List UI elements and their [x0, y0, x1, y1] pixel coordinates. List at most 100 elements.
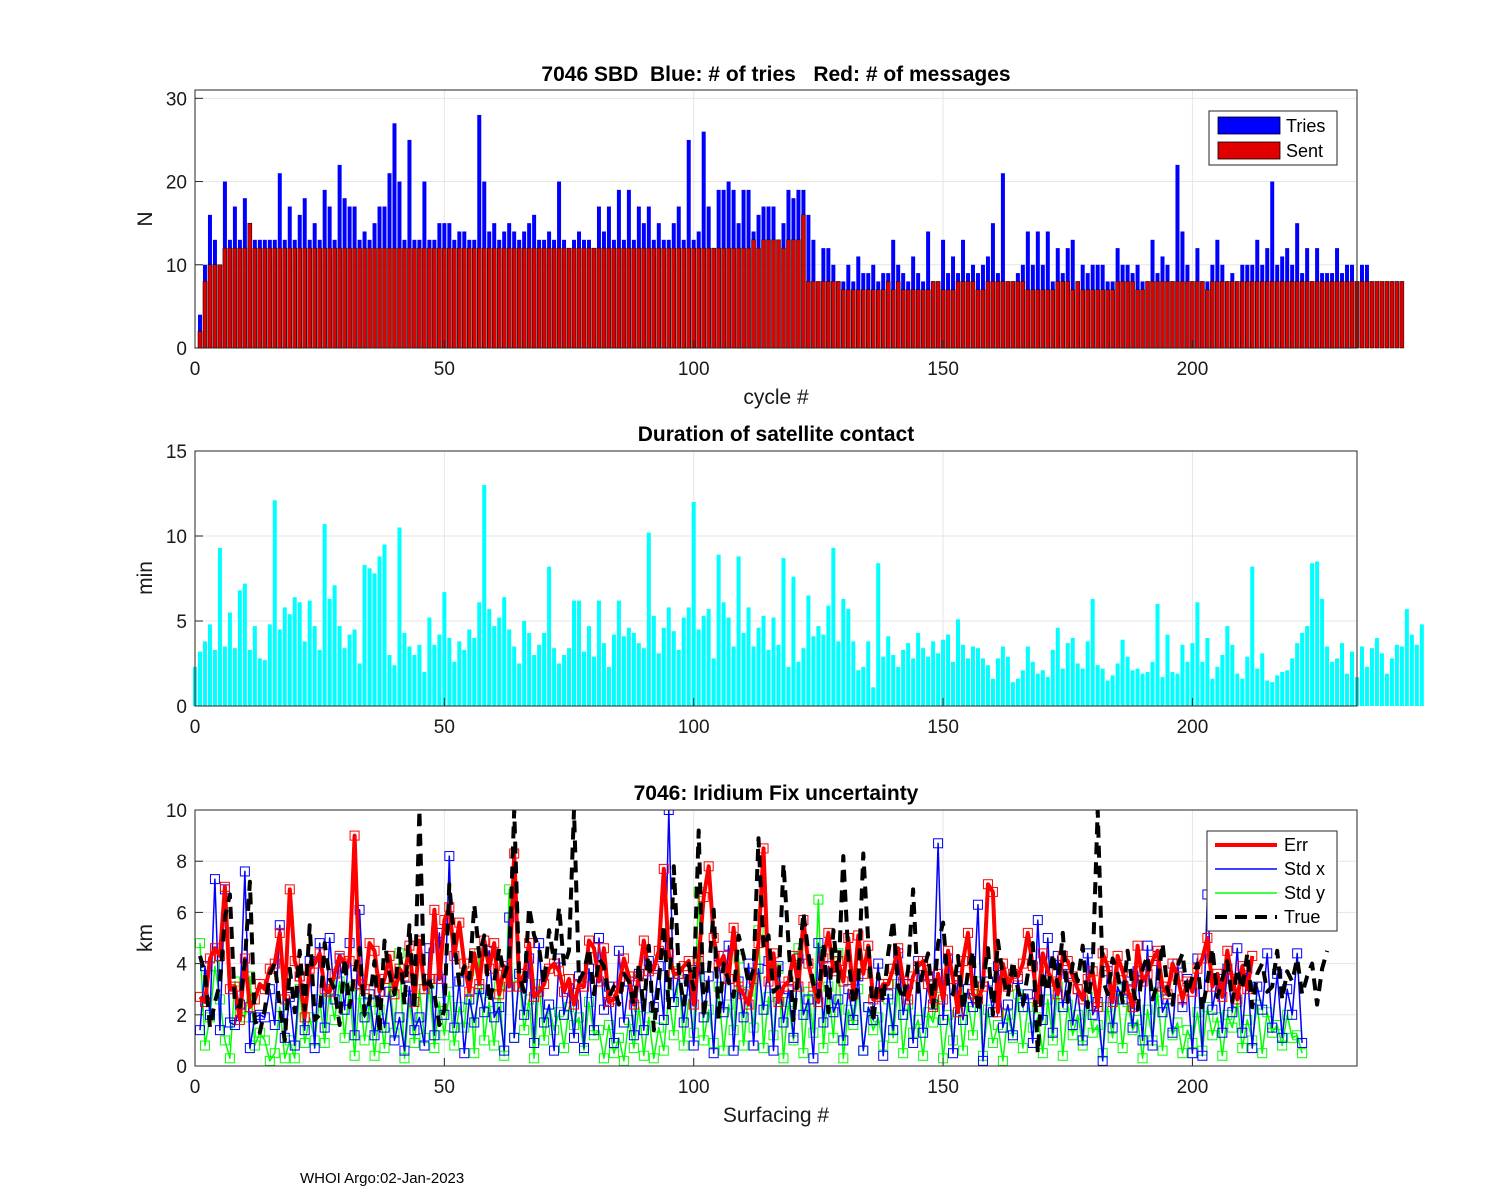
std-x-marker: [274, 920, 285, 931]
sent-bar: [1090, 289, 1095, 349]
fix-series-lines: [195, 810, 1330, 1066]
std-y-marker: [429, 1043, 440, 1054]
fix-legend: Err Std x Std y True: [1206, 830, 1338, 932]
sent-bar: [491, 247, 497, 349]
std-x-marker: [309, 1043, 320, 1054]
duration-bar: [1320, 598, 1325, 706]
std-y-marker: [1037, 1048, 1048, 1059]
duration-bar: [891, 655, 896, 706]
sent-bar: [1135, 289, 1140, 349]
duration-bar: [731, 646, 736, 706]
std-y-marker: [728, 1025, 739, 1036]
duration-bar: [1030, 661, 1035, 706]
sent-bar: [1374, 281, 1380, 349]
sent-bar: [1210, 281, 1215, 349]
err-marker: [728, 922, 739, 933]
duration-bar: [1290, 658, 1295, 706]
sbd-legend: Tries Sent: [1208, 110, 1338, 166]
err-marker: [1197, 953, 1208, 964]
err-marker: [903, 994, 914, 1005]
std-y-marker: [658, 1045, 669, 1056]
std-x-marker: [1297, 1037, 1308, 1048]
sent-bar: [880, 289, 886, 349]
duration-bar: [457, 641, 462, 706]
sent-bar: [1294, 281, 1300, 349]
legend-stdx-label: Std x: [1284, 859, 1325, 879]
std-x-marker: [289, 1040, 300, 1051]
sent-bar: [262, 247, 268, 349]
duration-bar: [856, 670, 861, 706]
std-x-marker: [898, 1009, 909, 1020]
duration-bar: [1330, 661, 1335, 706]
sent-bar: [576, 247, 582, 349]
std-y-marker: [967, 1030, 978, 1041]
fix-y-axis-label: km: [134, 924, 157, 952]
sent-bar: [751, 239, 756, 349]
duration-bar: [562, 655, 567, 706]
std-x-marker: [938, 1014, 949, 1025]
duration-bar: [282, 607, 287, 706]
duration-bar: [586, 626, 591, 706]
duration-bar: [1120, 639, 1125, 706]
sent-bar: [1349, 281, 1355, 349]
duration-bar: [202, 641, 207, 706]
duration-bar: [1215, 666, 1220, 706]
sent-bar: [307, 247, 312, 349]
std-y-marker: [698, 1035, 709, 1046]
std-y-marker: [279, 1053, 290, 1064]
duration-bar: [1315, 561, 1320, 706]
std-y-marker: [379, 1043, 390, 1054]
err-marker: [898, 976, 909, 987]
duration-bar: [342, 648, 347, 706]
sent-bar: [915, 289, 921, 349]
err-marker: [953, 1007, 964, 1018]
duration-bar: [1060, 668, 1065, 706]
std-x-marker: [534, 938, 545, 949]
sent-bar: [1284, 281, 1290, 349]
sent-bar: [242, 247, 248, 349]
sent-bar: [1394, 281, 1400, 349]
sent-bar: [1250, 281, 1255, 349]
duration-bar: [1160, 677, 1165, 706]
std-y-marker: [459, 1022, 470, 1033]
std-y-marker: [269, 1048, 280, 1059]
duration-bar: [267, 624, 272, 706]
err-marker: [324, 986, 335, 997]
err-marker: [688, 999, 699, 1010]
sent-bar: [1000, 281, 1006, 349]
duration-bar: [796, 661, 801, 706]
std-x-marker: [838, 1035, 849, 1046]
std-y-marker: [1107, 1032, 1118, 1043]
sent-bar: [726, 247, 731, 349]
std-x-marker: [1177, 1002, 1188, 1013]
sent-bar: [990, 281, 996, 349]
err-marker: [369, 945, 380, 956]
sent-bar: [1364, 281, 1370, 349]
err-marker: [703, 861, 714, 872]
duration-bar: [232, 648, 237, 706]
std-x-marker: [214, 1025, 225, 1036]
duration-bar: [1399, 646, 1404, 706]
std-x-marker: [618, 1017, 629, 1028]
std-x-marker: [818, 1017, 829, 1028]
std-x-marker: [1097, 1055, 1108, 1066]
sent-bar: [905, 289, 911, 349]
std-x-marker: [429, 1030, 440, 1041]
duration-bar: [432, 644, 437, 706]
duration-bar: [277, 629, 282, 706]
duration-bar: [591, 656, 596, 706]
fix-xtick-label: 0: [190, 1077, 201, 1098]
std-y-marker: [449, 1040, 460, 1051]
duration-bar: [377, 556, 382, 706]
std-x-marker: [449, 1022, 460, 1033]
legend-stdy-label: Std y: [1284, 883, 1325, 903]
duration-bar: [517, 663, 522, 706]
sent-bar: [357, 247, 362, 349]
duration-bar: [1110, 675, 1115, 706]
std-x-marker: [808, 1053, 819, 1064]
err-marker: [274, 927, 285, 938]
duration-bar: [1015, 678, 1020, 706]
sent-bar: [536, 247, 542, 349]
duration-bar: [866, 641, 871, 706]
err-marker: [284, 884, 295, 895]
